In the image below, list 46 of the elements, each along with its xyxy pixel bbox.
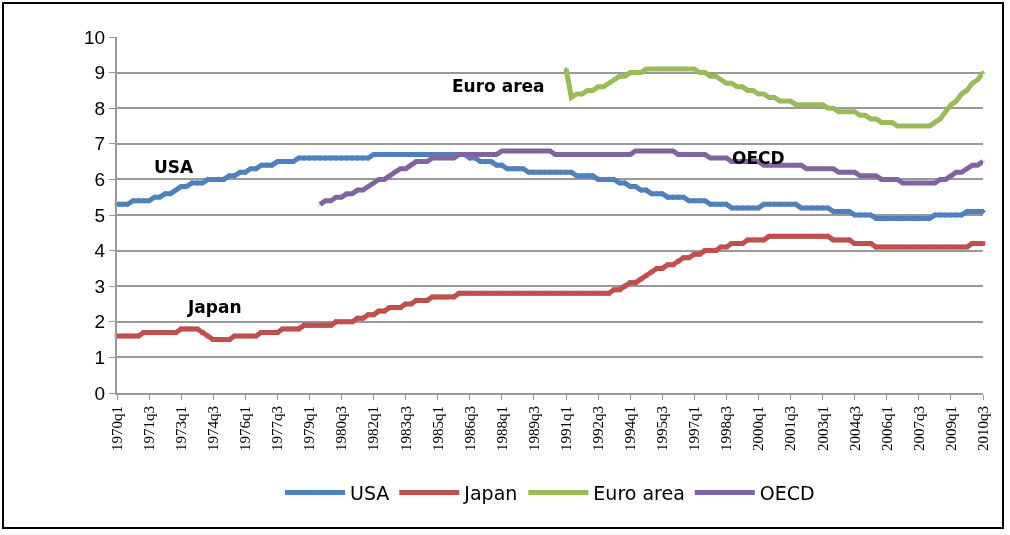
x-tick-label: 1992q3: [589, 406, 606, 451]
y-tick-label: 1: [94, 347, 106, 369]
x-tick-label: 1973q1: [173, 406, 190, 451]
x-tick-label: 1982q1: [365, 406, 382, 451]
legend-label: OECD: [759, 481, 815, 504]
x-tick-label: 1989q3: [525, 406, 542, 451]
y-tick-label: 3: [94, 275, 106, 297]
x-tick-label: 1998q3: [718, 406, 735, 451]
x-tick-label: 1985q1: [429, 406, 446, 451]
x-tick-label: 2007q3: [910, 406, 927, 451]
x-tick-label: 1986q3: [461, 406, 478, 451]
x-tick-label: 1988q1: [493, 406, 510, 451]
x-tick-label: 1980q3: [333, 406, 350, 451]
annotation: Euro area: [452, 76, 545, 96]
x-tick-label: 2006q1: [878, 406, 895, 451]
x-tick-label: 2009q1: [942, 406, 959, 451]
x-tick-label: 2004q3: [846, 406, 863, 451]
legend-label: USA: [350, 481, 390, 504]
legend-label: Japan: [463, 481, 518, 504]
x-tick-label: 2010q3: [974, 406, 991, 451]
x-tick-label: 1979q1: [301, 406, 318, 451]
y-tick-label: 10: [84, 26, 106, 48]
legend-label: Euro area: [593, 481, 685, 504]
x-tick-label: 1970q1: [108, 406, 125, 451]
x-tick-label: 2003q1: [814, 406, 831, 451]
x-tick-label: 1983q3: [397, 406, 414, 451]
y-tick-label: 5: [94, 204, 106, 226]
x-tick-label: 1977q3: [269, 406, 286, 451]
y-tick-label: 4: [94, 240, 106, 262]
x-tick-label: 1971q3: [140, 406, 157, 451]
annotation: USA: [154, 157, 195, 177]
y-tick-label: 2: [94, 311, 106, 333]
x-tick-label: 1997q1: [686, 406, 703, 451]
y-tick-label: 7: [94, 133, 106, 155]
y-tick-label: 0: [94, 382, 106, 404]
annotation: Japan: [187, 297, 242, 317]
x-tick-label: 2000q1: [750, 406, 767, 451]
y-tick-label: 6: [94, 169, 106, 191]
y-tick-label: 8: [94, 97, 106, 119]
y-tick-label: 9: [94, 62, 106, 84]
x-tick-label: 1974q3: [205, 406, 222, 451]
x-tick-label: 1991q1: [557, 406, 574, 451]
x-tick-label: 1976q1: [237, 406, 254, 451]
x-tick-label: 1994q1: [622, 406, 639, 451]
x-tick-label: 2001q3: [782, 406, 799, 451]
x-tick-label: 1995q3: [654, 406, 671, 451]
